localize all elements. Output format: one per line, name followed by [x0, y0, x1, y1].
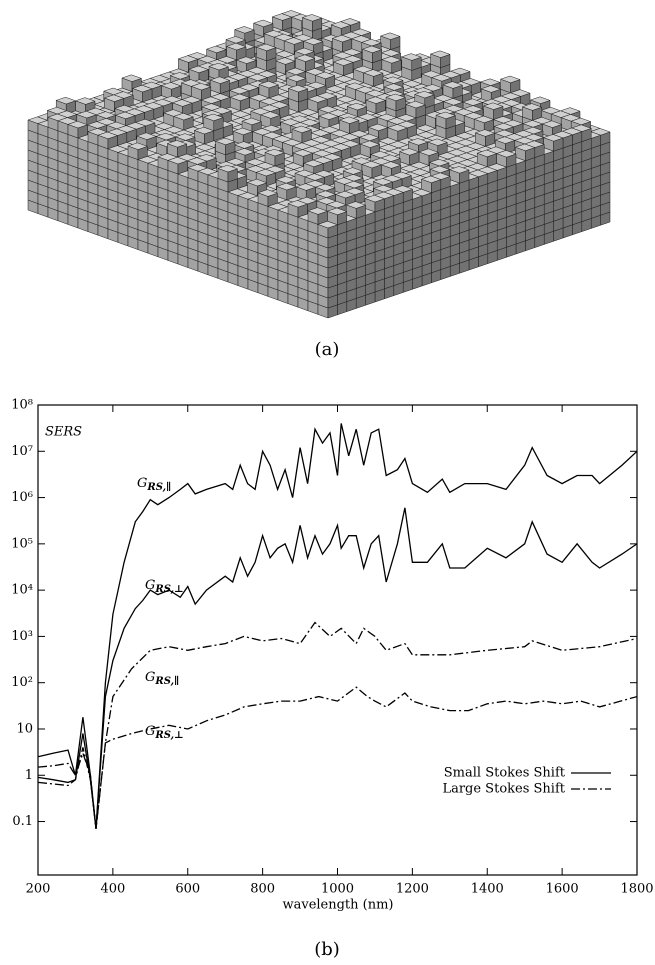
y-tick-label: 10² [11, 675, 33, 690]
y-tick-label: 10⁷ [11, 444, 33, 459]
caption-a: (a) [315, 339, 340, 360]
series-line [38, 623, 637, 829]
y-tick-label: 1 [25, 768, 33, 783]
x-tick-label: 800 [250, 882, 275, 897]
series-label: GRS,∥ [137, 476, 171, 493]
y-tick-label: 10⁵ [11, 536, 33, 551]
series-label: GRS,⊥ [145, 578, 184, 595]
series-label: GRS,∥ [145, 670, 179, 687]
x-tick-label: 1000 [321, 882, 354, 897]
series-label-subscript: RS,⊥ [154, 584, 183, 595]
series-label-subscript: RS,∥ [146, 481, 171, 493]
x-tick-label: 1600 [546, 882, 579, 897]
x-tick-label: 600 [175, 882, 200, 897]
y-tick-label: 10⁴ [11, 583, 33, 598]
y-tick-label: 0.1 [12, 814, 33, 829]
series-label-subscript: RS,⊥ [154, 730, 183, 741]
x-tick-label: 400 [100, 882, 125, 897]
series-label-name: G [145, 578, 155, 593]
series-label-name: G [137, 476, 147, 491]
y-tick-label: 10⁸ [11, 398, 33, 413]
y-tick-label: 10³ [11, 629, 33, 644]
x-tick-label: 1400 [471, 882, 504, 897]
y-tick-label: 10 [16, 721, 33, 736]
x-tick-label: 1800 [620, 882, 653, 897]
series-line [38, 687, 637, 829]
page: (a) SERS wavelength (nm) (b) 0.1 1 10 10² 10… [0, 0, 655, 965]
legend-label: Large Stokes Shift [442, 782, 565, 797]
series-label-subscript: RS,∥ [154, 675, 179, 687]
cube-surface [28, 10, 610, 318]
annotation: SERS [45, 425, 82, 440]
series-label-name: G [145, 670, 155, 685]
x-tick-label: 200 [26, 882, 51, 897]
y-tick-label: 10⁶ [11, 490, 33, 505]
caption-b: (b) [314, 939, 340, 960]
x-axis-label: wavelength (nm) [282, 898, 393, 913]
figure: (a) SERS wavelength (nm) (b) 0.1 1 10 10² 10… [0, 0, 655, 965]
series-label-name: G [145, 724, 155, 739]
legend-label: Small Stokes Shift [444, 766, 566, 781]
x-tick-label: 1200 [396, 882, 429, 897]
